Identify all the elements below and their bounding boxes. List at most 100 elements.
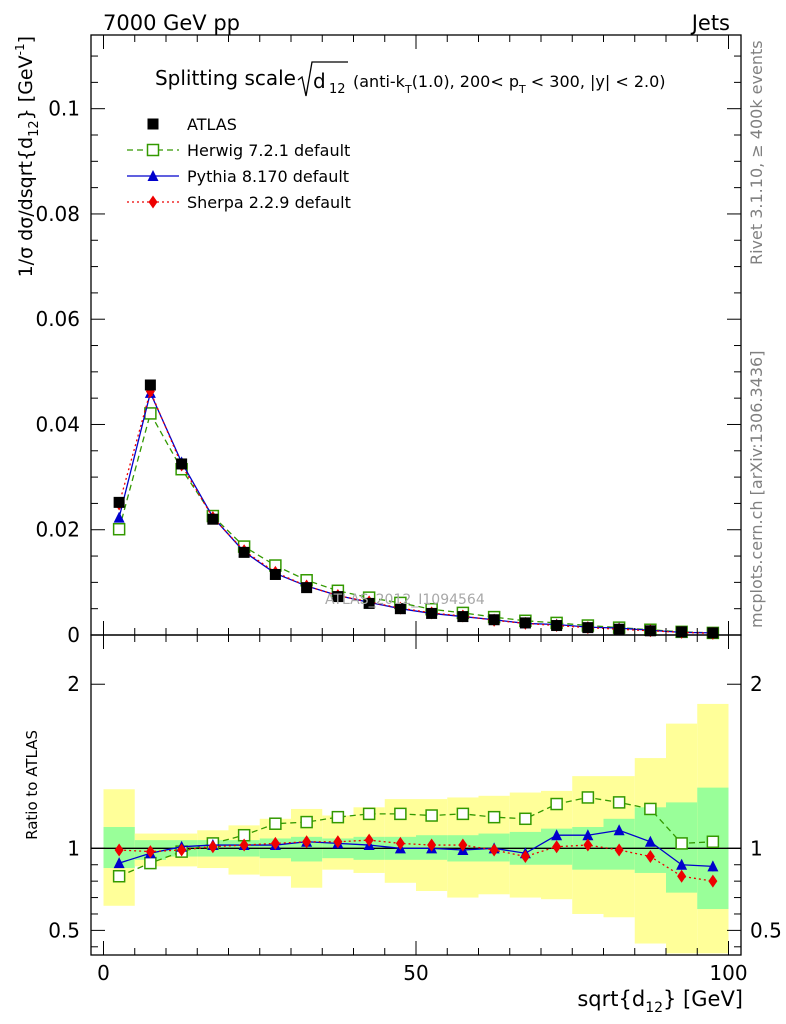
sherpa-ratio-point [208,840,218,854]
sherpa-ratio-point [270,836,280,850]
y-tick-label-main: 0 [67,623,80,647]
title-pt-sub: T [518,83,526,96]
atlas-main-point [426,607,438,619]
herwig-ratio-point [581,791,595,804]
atlas-main-point [519,617,531,629]
herwig-ratio-point [456,807,470,821]
title-cuts: (anti-kT(1.0), 200< pT < 300, |y| < 2.0) [353,72,666,96]
pythia-ratio-point [551,829,563,841]
sherpa-ratio-point [395,836,405,850]
herwig-ratio-point [394,807,407,821]
sherpa-ratio-point [520,850,530,864]
sherpa-ratio-point [427,838,437,852]
y-tick-label-main: 0.02 [35,518,80,542]
xlabel-sub: 12 [645,1000,663,1016]
atlas-main-point [144,379,156,391]
sherpa-ratio-point [645,850,655,864]
sherpa-legend-label: Sherpa 2.2.9 default [187,193,351,212]
y-tick-label-main: 0.1 [48,97,80,121]
pythia-legend-label: Pythia 8.170 default [187,167,349,186]
sherpa-ratio-point [114,843,124,857]
herwig-ratio-point [612,796,626,809]
sherpa-ratio-point [677,869,687,883]
y-tick-label-main: 0.04 [35,412,80,436]
title-sqrt-sign [297,61,348,97]
herwig-ratio-point [644,802,657,816]
atlas-main-point [176,458,188,470]
pythia-ratio-point [613,824,625,836]
herwig-ratio-point [487,810,501,824]
y-tick-label-main: 0.08 [35,202,80,226]
atlas-main-point [269,568,281,580]
pythia-legend-marker [147,170,159,181]
pythia-main-point [113,511,125,523]
atlas-main-point [363,597,375,609]
ratio-bands [91,703,741,954]
sherpa-ratio-point [364,833,374,847]
y-tick-label-ratio: 2 [67,672,80,696]
atlas-main-point [582,622,594,634]
atlas-main-point [113,496,125,508]
xlabel-tail: } [GeV] [663,987,743,1011]
sherpa-ratio-point [552,840,562,854]
ylabel-mid: } [GeV [15,55,37,120]
herwig-ratio-point [112,869,126,883]
rivet-label: Rivet 3.1.10, ≥ 400k events [747,40,766,265]
watermark-label: ATLAS_2012_I1094564 [325,592,485,608]
atlas-main-point [707,627,719,639]
x-tick-label: 0 [97,961,110,985]
x-tick-label: 50 [403,961,428,985]
herwig-ratio-point [331,810,345,824]
title-sqrt-arg: d [313,69,326,93]
herwig-legend-marker [146,143,160,157]
atlas-legend-label: ATLAS [187,115,237,134]
atlas-main-point [207,513,219,525]
atlas-main-point [394,603,406,615]
atlas-main-point [457,611,469,623]
title-cut-suffix: (1.0), 200< p [412,72,519,91]
ylabel-tail: ] [15,36,37,43]
y-tick-label-ratio-right: 1 [750,836,763,860]
atlas-main-point [551,620,563,632]
herwig-ratio-point [706,835,720,849]
herwig-ratio-point [519,812,532,826]
legend: ATLAS Herwig 7.2.1 default Pythia 8.170 de… [127,115,351,212]
herwig-ratio-point [675,837,688,850]
y-tick-label-ratio: 1 [67,836,80,860]
herwig-ratio-point [300,815,313,829]
sherpa-ratio-point [302,835,312,849]
sherpa-ratio-point [614,843,624,857]
sherpa-ratio-point [333,835,343,849]
title-sqrt-sub: 12 [329,82,346,97]
atlas-main-point [238,546,250,558]
atlas-main-point [301,582,313,594]
y-tick-label-ratio-right: 0.5 [750,918,782,942]
sherpa-ratio-point [177,843,187,857]
pythia-ratio-point [582,829,594,841]
xlabel-main: sqrt{d [577,987,645,1011]
header-right-label: Jets [690,11,730,35]
main-panel [112,379,720,640]
sherpa-ratio-point [489,843,499,857]
pythia-ratio-point [113,857,125,869]
atlas-main-point [332,591,344,603]
title-cut-sub: T [404,83,412,96]
sherpa-ratio-point [239,838,249,852]
ylabel-sub: 12 [27,120,42,137]
y-axis-label-ratio: Ratio to ATLAS [23,730,41,840]
sherpa-ratio-point [583,838,593,852]
y-tick-label-main: 0.06 [35,307,80,331]
herwig-ratio-point [269,817,282,830]
mcplots-label: mcplots.cern.ch [arXiv:1306.3436] [747,351,766,628]
sherpa-ratio-point [708,874,718,888]
atlas-main-point [644,625,656,637]
ylabel-sup: -1 [13,43,27,55]
atlas-legend-marker [147,118,159,130]
x-axis-label: sqrt{d12} [GeV] [577,987,743,1016]
title-main: Splitting scale [155,66,296,90]
ratio-panel [112,791,720,888]
herwig-ratio-point [144,856,157,870]
herwig-ratio-point [425,809,438,822]
y-tick-label-ratio-right: 2 [750,672,763,696]
